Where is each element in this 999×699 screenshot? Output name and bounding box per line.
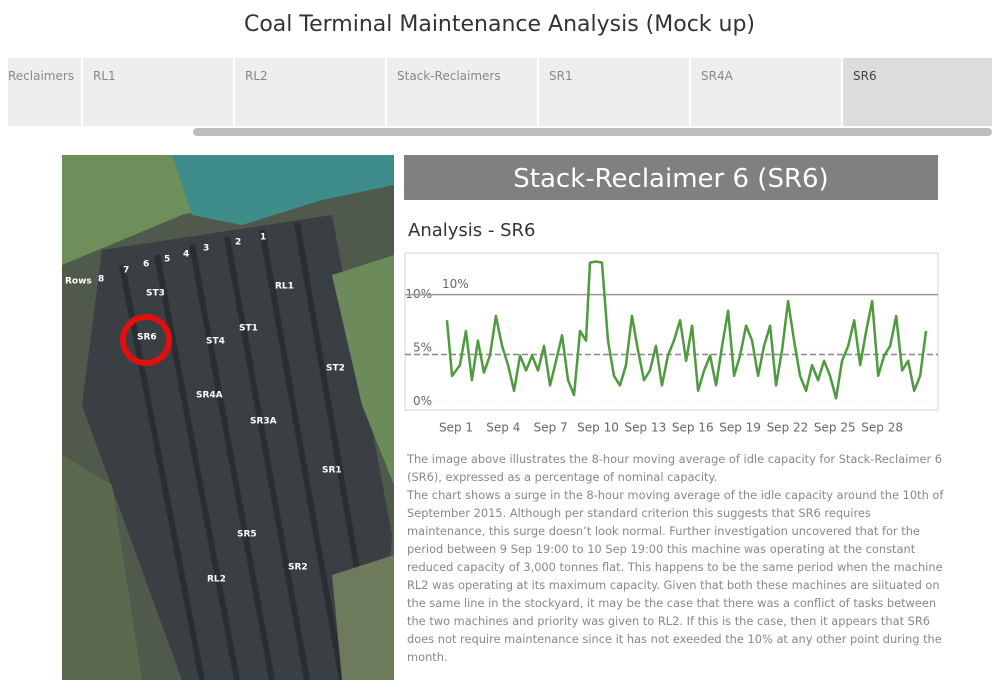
tab[interactable]: RL1 (83, 58, 233, 126)
description: The image above illustrates the 8-hour m… (407, 450, 943, 666)
page-title: Coal Terminal Maintenance Analysis (Mock… (243, 12, 756, 37)
reference-label: 10% (442, 277, 469, 291)
tab[interactable]: SR6 (843, 58, 992, 126)
scrollbar[interactable] (193, 128, 992, 136)
x-tick-label: Sep 13 (625, 421, 667, 435)
description-line: does not require maintenance since it ha… (407, 632, 942, 646)
tab[interactable]: RL2 (235, 58, 385, 126)
map-label: RL1 (275, 282, 294, 292)
x-tick-label: Sep 7 (534, 421, 568, 435)
x-tick-label: Sep 10 (577, 421, 619, 435)
data-line (445, 260, 928, 400)
x-tick-label: Sep 16 (672, 421, 714, 435)
description-line: period between 9 Sep 19:00 to 10 Sep 19:… (407, 542, 916, 556)
description-line: RL2 was operating at its maximum capacit… (407, 578, 940, 592)
description-line: maintenance, this surge doesn’t look nor… (407, 524, 920, 538)
map-label: 2 (235, 238, 241, 248)
chart: Analysis - SR6 0% 5% 10% Sep 1 Sep 4 Sep 7 Sep… (404, 220, 939, 435)
description-line: September 2015. Although per standard cr… (407, 506, 871, 520)
tab[interactable]: Stack-Reclaimers (387, 58, 537, 126)
map-label: SR5 (237, 530, 257, 540)
x-tick-label: Sep 19 (719, 421, 761, 435)
map-label: ST3 (146, 289, 165, 299)
x-tick-label: Sep 28 (861, 421, 903, 435)
y-tick-label: 0% (413, 394, 432, 408)
tab[interactable]: SR1 (539, 58, 689, 126)
map-label: 5 (164, 255, 170, 265)
x-tick-label: Sep 22 (767, 421, 809, 435)
map-label: ST1 (239, 324, 258, 334)
description-line: month. (407, 650, 448, 664)
map-label: SR4A (196, 391, 223, 401)
map-label: RL2 (207, 575, 226, 585)
description-line: The chart shows a surge in the 8-hour mo… (407, 488, 944, 502)
description-line: The image above illustrates the 8-hour m… (407, 452, 942, 466)
description-line: the two machines and priority was given … (407, 614, 931, 628)
plot-border (404, 252, 939, 411)
description-line: reduced capacity of 3,000 tonnes flat. T… (407, 560, 943, 574)
x-tick-label: Sep 1 (439, 421, 473, 435)
map-label: SR6 (137, 333, 157, 343)
map-label: 4 (183, 250, 189, 260)
map-label: 6 (143, 260, 149, 270)
map-label: 3 (203, 244, 209, 254)
map-image: Rows 8 7 6 5 4 3 2 1 ST3 RL1 SR6 ST4 ST1… (62, 155, 394, 680)
map-label: 7 (123, 266, 129, 276)
tab[interactable]: SR4A (691, 58, 841, 126)
map-label: SR2 (288, 563, 308, 573)
map-label: 1 (260, 233, 266, 243)
y-tick-label: 5% (413, 341, 432, 355)
panel-title: Stack-Reclaimer 6 (SR6) (404, 155, 938, 200)
chart-title: Analysis - SR6 (408, 220, 536, 241)
map-label: SR3A (250, 417, 277, 427)
x-tick-label: Sep 4 (486, 421, 520, 435)
map-label: ST2 (326, 364, 345, 374)
description-line: the same line in the stockyard, it may b… (407, 596, 937, 610)
map-label: 8 (98, 275, 104, 285)
map-label: Rows (65, 277, 92, 287)
x-tick-label: Sep 25 (814, 421, 856, 435)
tab[interactable]: Reclaimers (8, 58, 81, 126)
map-label: ST4 (206, 337, 225, 347)
description-line: (SR6), expressed as a percentage of nomi… (407, 470, 718, 484)
map-label: SR1 (322, 466, 342, 476)
